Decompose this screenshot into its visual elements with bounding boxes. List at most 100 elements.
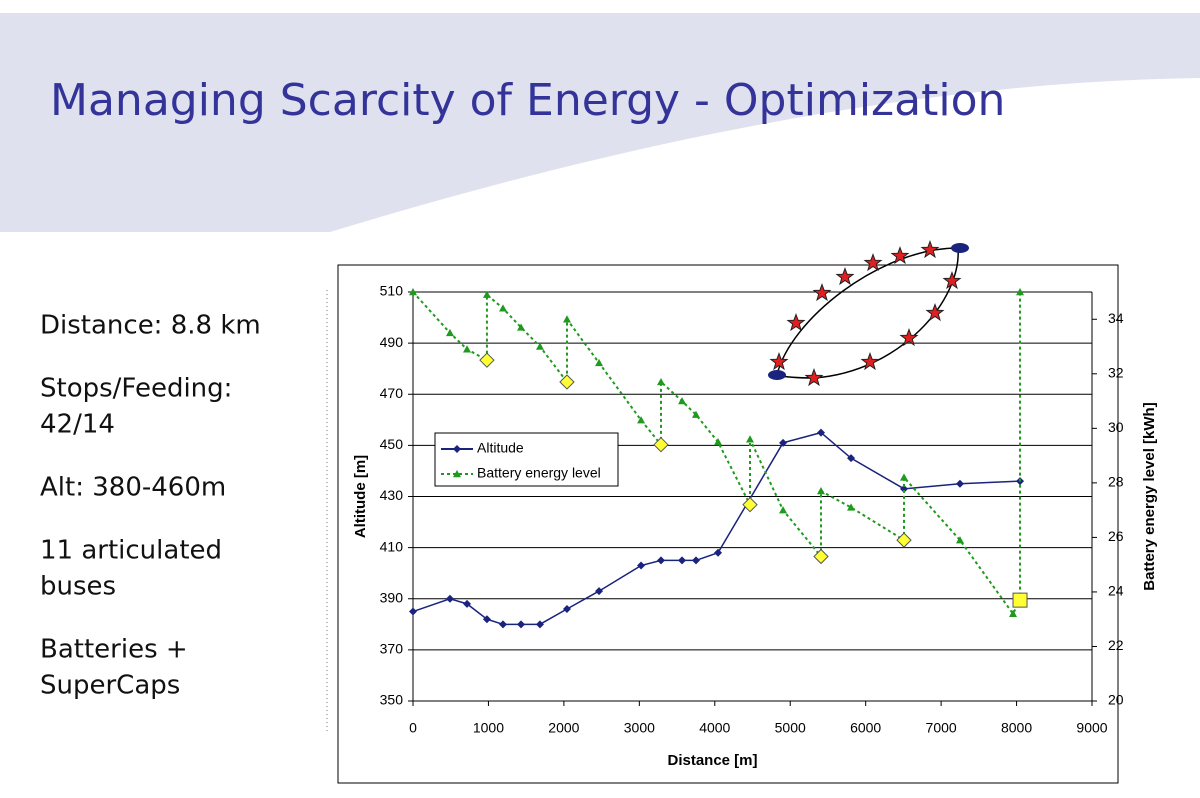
series-point (847, 503, 856, 511)
series-point (678, 556, 687, 565)
series-point (714, 548, 723, 557)
series-point (517, 323, 526, 331)
route-end (768, 370, 786, 380)
chart: 350 370 390 410 430 450 470 490 510 20 22 24 26 28 30 3… (352, 283, 1158, 769)
x-tick-label: 1000 (473, 720, 504, 736)
y2-tick-label: 28 (1108, 474, 1124, 490)
y2-axis-label: Battery energy level [kWh] (1141, 402, 1158, 590)
y-tick-label: 510 (380, 283, 404, 299)
stop-star (863, 253, 883, 272)
stop-star (812, 283, 832, 302)
y-axis-label: Altitude [m] (352, 455, 369, 538)
stop-star (890, 246, 910, 265)
series-point (691, 410, 700, 418)
legend-label: Altitude (477, 440, 524, 456)
series-point (1016, 288, 1025, 296)
y2-tick-label: 24 (1108, 583, 1124, 599)
series-point (955, 479, 964, 488)
series-point (637, 416, 646, 424)
series-point (656, 556, 665, 565)
bullet-text: Distance: 8.8 km (40, 311, 261, 341)
y-tick-label: 390 (380, 589, 404, 605)
x-tick-label: 4000 (699, 720, 730, 736)
slide-title: Managing Scarcity of Energy - Optimizati… (50, 75, 1005, 126)
stop-star (835, 267, 855, 286)
series-point (746, 435, 755, 443)
y2-tick-label: 22 (1108, 637, 1124, 653)
stop-star (860, 352, 880, 371)
series-point (562, 604, 571, 613)
x-tick-label: 2000 (548, 720, 579, 736)
x-tick-label: 9000 (1076, 720, 1107, 736)
x-tick-label: 5000 (775, 720, 806, 736)
series-point (463, 599, 472, 608)
legend-box (434, 432, 619, 487)
series-point (445, 328, 454, 337)
legend-marker (453, 470, 461, 478)
stop-star (925, 303, 945, 322)
feeding-point (813, 548, 829, 565)
series-point (535, 620, 544, 629)
y-tick-label: 490 (380, 334, 404, 350)
bullet-text: Batteries + (40, 635, 188, 665)
stops (769, 240, 962, 387)
route-diagram (768, 240, 969, 387)
y2-tick-label: 32 (1108, 365, 1124, 381)
bullet-text: buses (40, 572, 116, 602)
stop-star (804, 368, 824, 387)
series-point (409, 288, 417, 296)
stop-star (769, 352, 789, 371)
series-point (779, 438, 788, 447)
feeding-point (742, 496, 758, 513)
bullet-text: SuperCaps (40, 671, 180, 701)
series-point (637, 561, 646, 570)
series-point (899, 484, 908, 493)
y2-tick-label: 34 (1108, 310, 1124, 326)
series-point (482, 290, 491, 298)
bullet-list: Distance: 8.8 km Stops/Feeding: 42/14 Alt: … (40, 311, 261, 701)
route-end (951, 243, 969, 253)
series-point (817, 487, 826, 495)
series-point (779, 506, 788, 514)
bullet-text: Stops/Feeding: (40, 374, 232, 404)
route-loop (776, 247, 959, 379)
stop-star (899, 328, 919, 347)
series-point (691, 556, 700, 565)
y-tick-label: 410 (380, 538, 404, 554)
series-point (714, 437, 723, 446)
feeding-point (1012, 592, 1028, 608)
x-axis-label: Distance [m] (667, 752, 757, 769)
x-tick-label: 3000 (624, 720, 655, 736)
feeding-point (653, 436, 669, 453)
x-tick-label: 7000 (926, 720, 957, 736)
series-point (678, 397, 687, 405)
series-point (899, 473, 908, 481)
legend-label: Battery energy level (477, 465, 601, 481)
legend: Altitude Battery energy level (434, 432, 619, 487)
x-tick-label: 8000 (1001, 720, 1032, 736)
series-point (595, 358, 604, 367)
y-tick-label: 450 (380, 436, 404, 452)
feeding-point (896, 532, 912, 548)
feeding-point (479, 352, 495, 368)
y2-tick-label: 30 (1108, 419, 1124, 435)
y-tick-label: 470 (380, 385, 404, 401)
x-tick-label: 0 (409, 720, 417, 736)
bullet-text: 42/14 (40, 410, 115, 440)
series-point (955, 536, 964, 544)
bullet-text: 11 articulated (40, 536, 222, 566)
series-point (847, 454, 856, 463)
y-tick-label: 430 (380, 487, 404, 503)
y-tick-label: 350 (380, 692, 404, 708)
series-point (817, 428, 826, 437)
series-point (499, 620, 508, 629)
header-band (0, 13, 1200, 232)
series-point (1009, 609, 1018, 617)
legend-marker (453, 445, 461, 453)
stop-star (786, 313, 806, 332)
series-point (409, 607, 417, 616)
y2-tick-label: 26 (1108, 528, 1124, 544)
stop-star (920, 240, 940, 259)
y2-tick-label: 20 (1108, 692, 1124, 708)
